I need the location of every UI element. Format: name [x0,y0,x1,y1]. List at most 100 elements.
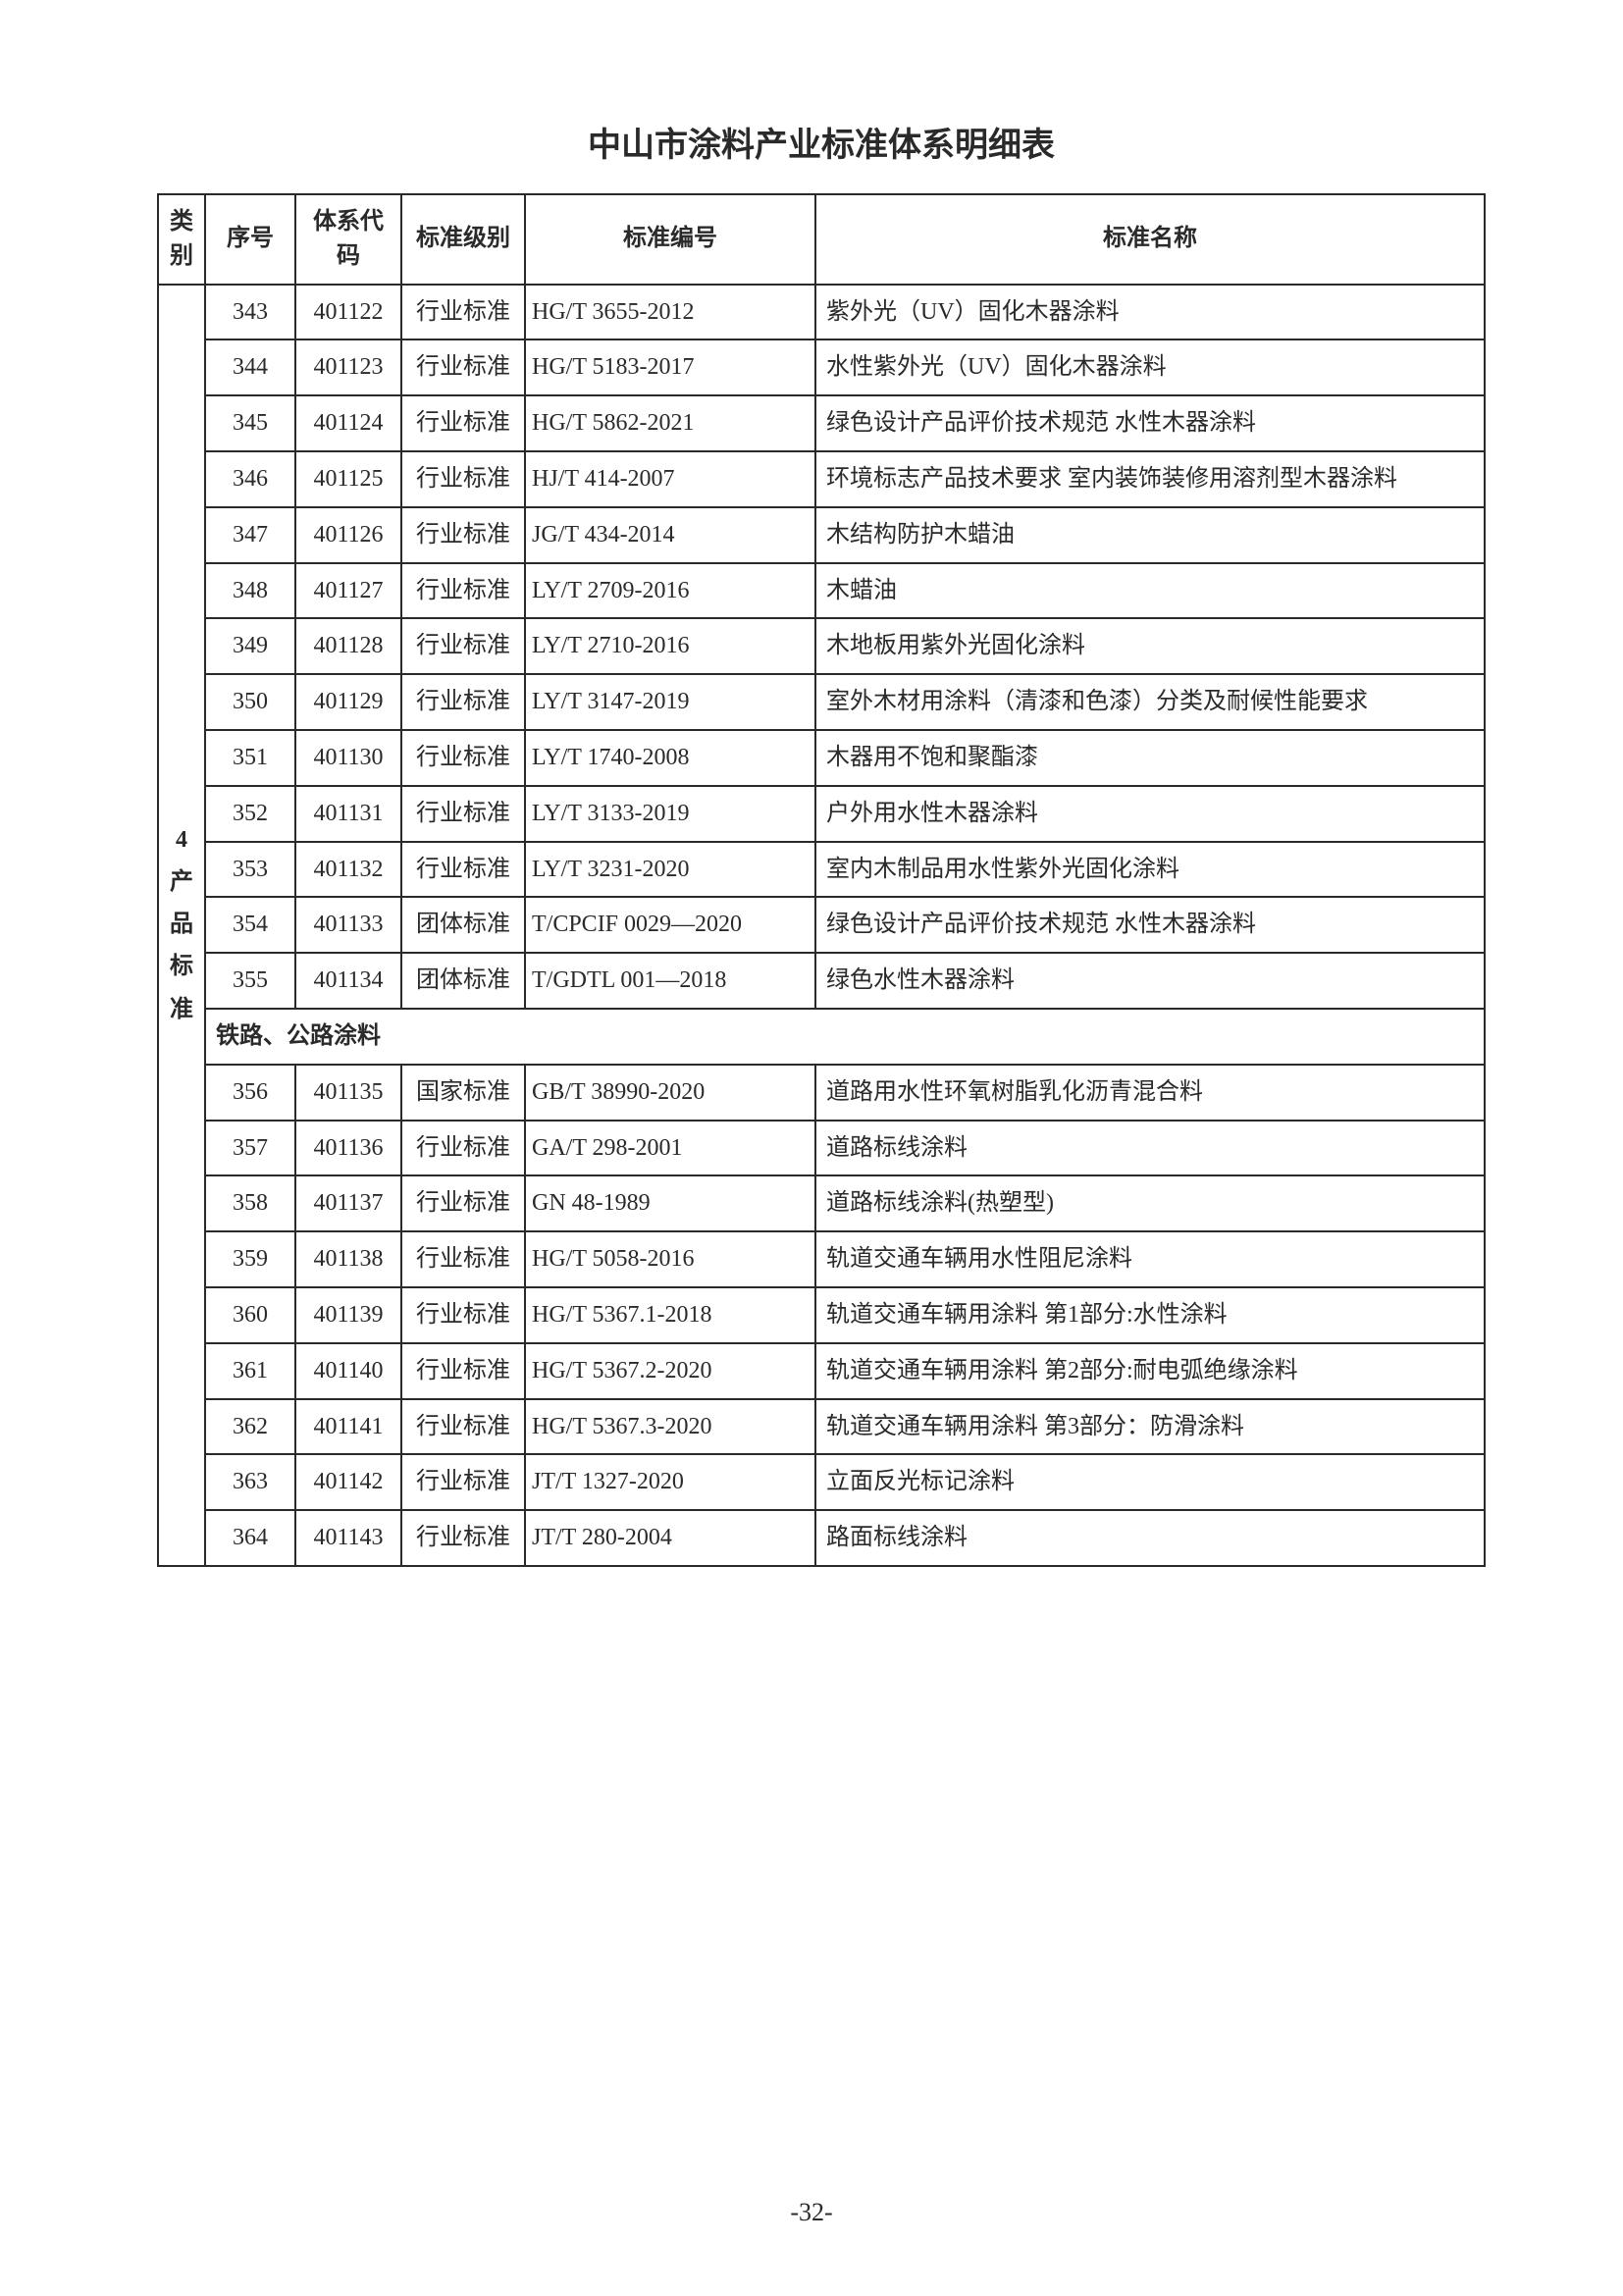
level-cell: 行业标准 [401,674,525,730]
category-cell: 4产品标准 [158,285,205,1566]
number-cell: LY/T 2709-2016 [525,563,815,619]
seq-cell: 356 [205,1065,295,1121]
header-code: 体系代码 [295,194,401,285]
seq-cell: 346 [205,451,295,507]
name-cell: 道路标线涂料(热塑型) [815,1175,1485,1231]
name-cell: 环境标志产品技术要求 室内装饰装修用溶剂型木器涂料 [815,451,1485,507]
number-cell: LY/T 2710-2016 [525,618,815,674]
name-cell: 轨道交通车辆用涂料 第3部分：防滑涂料 [815,1399,1485,1455]
table-row: 360401139行业标准HG/T 5367.1-2018轨道交通车辆用涂料 第… [158,1287,1485,1343]
seq-cell: 363 [205,1454,295,1510]
table-row: 358401137行业标准GN 48-1989道路标线涂料(热塑型) [158,1175,1485,1231]
level-cell: 行业标准 [401,1454,525,1510]
name-cell: 轨道交通车辆用涂料 第1部分:水性涂料 [815,1287,1485,1343]
level-cell: 行业标准 [401,842,525,898]
code-cell: 401134 [295,953,401,1009]
number-cell: JT/T 280-2004 [525,1510,815,1566]
seq-cell: 361 [205,1343,295,1399]
number-cell: HG/T 5367.3-2020 [525,1399,815,1455]
name-cell: 木结构防护木蜡油 [815,507,1485,563]
name-cell: 轨道交通车辆用水性阻尼涂料 [815,1231,1485,1287]
name-cell: 道路用水性环氧树脂乳化沥青混合料 [815,1065,1485,1121]
number-cell: LY/T 3231-2020 [525,842,815,898]
number-cell: T/GDTL 001—2018 [525,953,815,1009]
number-cell: HG/T 3655-2012 [525,285,815,340]
name-cell: 木蜡油 [815,563,1485,619]
number-cell: LY/T 3147-2019 [525,674,815,730]
seq-cell: 352 [205,786,295,842]
code-cell: 401123 [295,339,401,395]
seq-cell: 345 [205,395,295,451]
table-row: 355401134团体标准T/GDTL 001—2018绿色水性木器涂料 [158,953,1485,1009]
standards-table: 类别 序号 体系代码 标准级别 标准编号 标准名称 4产品标准343401122… [157,193,1486,1567]
code-cell: 401124 [295,395,401,451]
number-cell: JG/T 434-2014 [525,507,815,563]
header-name: 标准名称 [815,194,1485,285]
name-cell: 木地板用紫外光固化涂料 [815,618,1485,674]
level-cell: 行业标准 [401,451,525,507]
section-header-cell: 铁路、公路涂料 [205,1009,1485,1065]
seq-cell: 354 [205,897,295,953]
number-cell: HG/T 5367.2-2020 [525,1343,815,1399]
table-header-row: 类别 序号 体系代码 标准级别 标准编号 标准名称 [158,194,1485,285]
level-cell: 团体标准 [401,897,525,953]
seq-cell: 364 [205,1510,295,1566]
name-cell: 木器用不饱和聚酯漆 [815,730,1485,786]
table-row: 350401129行业标准LY/T 3147-2019室外木材用涂料（清漆和色漆… [158,674,1485,730]
table-row: 347401126行业标准JG/T 434-2014木结构防护木蜡油 [158,507,1485,563]
level-cell: 行业标准 [401,285,525,340]
code-cell: 401135 [295,1065,401,1121]
table-row: 4产品标准343401122行业标准HG/T 3655-2012紫外光（UV）固… [158,285,1485,340]
number-cell: GB/T 38990-2020 [525,1065,815,1121]
page-number: -32- [0,2198,1623,2227]
code-cell: 401132 [295,842,401,898]
code-cell: 401138 [295,1231,401,1287]
code-cell: 401122 [295,285,401,340]
table-body: 4产品标准343401122行业标准HG/T 3655-2012紫外光（UV）固… [158,285,1485,1566]
code-cell: 401131 [295,786,401,842]
table-row: 361401140行业标准HG/T 5367.2-2020轨道交通车辆用涂料 第… [158,1343,1485,1399]
name-cell: 绿色水性木器涂料 [815,953,1485,1009]
seq-cell: 362 [205,1399,295,1455]
page-container: 中山市涂料产业标准体系明细表 类别 序号 体系代码 标准级别 标准编号 标准名称… [0,0,1623,1626]
code-cell: 401143 [295,1510,401,1566]
level-cell: 行业标准 [401,1510,525,1566]
level-cell: 行业标准 [401,395,525,451]
category-char: 4 [159,819,204,861]
level-cell: 行业标准 [401,507,525,563]
number-cell: T/CPCIF 0029—2020 [525,897,815,953]
header-seq: 序号 [205,194,295,285]
code-cell: 401130 [295,730,401,786]
seq-cell: 353 [205,842,295,898]
seq-cell: 344 [205,339,295,395]
seq-cell: 347 [205,507,295,563]
number-cell: HG/T 5367.1-2018 [525,1287,815,1343]
level-cell: 国家标准 [401,1065,525,1121]
code-cell: 401133 [295,897,401,953]
category-char: 标 [159,946,204,988]
table-row: 352401131行业标准LY/T 3133-2019户外用水性木器涂料 [158,786,1485,842]
seq-cell: 360 [205,1287,295,1343]
name-cell: 绿色设计产品评价技术规范 水性木器涂料 [815,897,1485,953]
code-cell: 401139 [295,1287,401,1343]
table-row: 362401141行业标准HG/T 5367.3-2020轨道交通车辆用涂料 第… [158,1399,1485,1455]
level-cell: 行业标准 [401,786,525,842]
name-cell: 室外木材用涂料（清漆和色漆）分类及耐候性能要求 [815,674,1485,730]
code-cell: 401127 [295,563,401,619]
level-cell: 行业标准 [401,1399,525,1455]
table-row: 354401133团体标准T/CPCIF 0029—2020绿色设计产品评价技术… [158,897,1485,953]
code-cell: 401140 [295,1343,401,1399]
number-cell: HG/T 5183-2017 [525,339,815,395]
level-cell: 行业标准 [401,1231,525,1287]
code-cell: 401142 [295,1454,401,1510]
table-row: 353401132行业标准LY/T 3231-2020室内木制品用水性紫外光固化… [158,842,1485,898]
category-char: 品 [159,904,204,946]
name-cell: 轨道交通车辆用涂料 第2部分:耐电弧绝缘涂料 [815,1343,1485,1399]
level-cell: 团体标准 [401,953,525,1009]
name-cell: 立面反光标记涂料 [815,1454,1485,1510]
code-cell: 401126 [295,507,401,563]
name-cell: 绿色设计产品评价技术规范 水性木器涂料 [815,395,1485,451]
seq-cell: 350 [205,674,295,730]
code-cell: 401129 [295,674,401,730]
table-row: 349401128行业标准LY/T 2710-2016木地板用紫外光固化涂料 [158,618,1485,674]
